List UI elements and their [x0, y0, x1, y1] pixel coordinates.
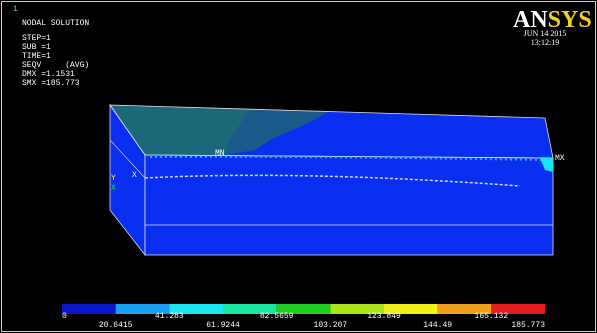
- info-line: STEP=1: [22, 34, 51, 43]
- model: MN MX Y X X: [110, 105, 565, 255]
- info-line: SUB =1: [22, 43, 51, 52]
- legend-label: 61.9244: [206, 321, 240, 330]
- info-line: TIME=1: [22, 52, 51, 61]
- max-label: MX: [555, 154, 565, 163]
- info-line: SEQV (AVG): [22, 61, 89, 70]
- legend-label: 144.49: [423, 321, 452, 330]
- legend-label: 20.6415: [99, 321, 133, 330]
- info-line: DMX =1.1531: [22, 70, 75, 79]
- plot-title: NODAL SOLUTION: [22, 19, 89, 28]
- date: JUN 14 2015: [524, 29, 567, 38]
- legend-label: 103.207: [314, 321, 348, 330]
- triad-label: X: [111, 184, 116, 193]
- triad-label: X: [132, 171, 137, 180]
- legend-label: 41.283: [155, 312, 184, 321]
- legend-label: 82.5659: [260, 312, 294, 321]
- legend-label: 0: [62, 312, 67, 321]
- time: 13:12:19: [531, 38, 559, 47]
- legend-label: 123.849: [367, 312, 401, 321]
- legend-swatch: [62, 304, 116, 314]
- info-line: SMX =185.773: [22, 79, 80, 88]
- legend-label: 165.132: [475, 312, 509, 321]
- legend-label: 185.773: [511, 321, 545, 330]
- triad-label: Y: [111, 174, 116, 183]
- window-number: 1: [13, 5, 18, 14]
- ansys-window: 1 NODAL SOLUTION STEP=1 SUB =1 TIME=1 SE…: [0, 0, 597, 333]
- min-label: MN: [215, 149, 225, 158]
- front-face: [145, 155, 553, 255]
